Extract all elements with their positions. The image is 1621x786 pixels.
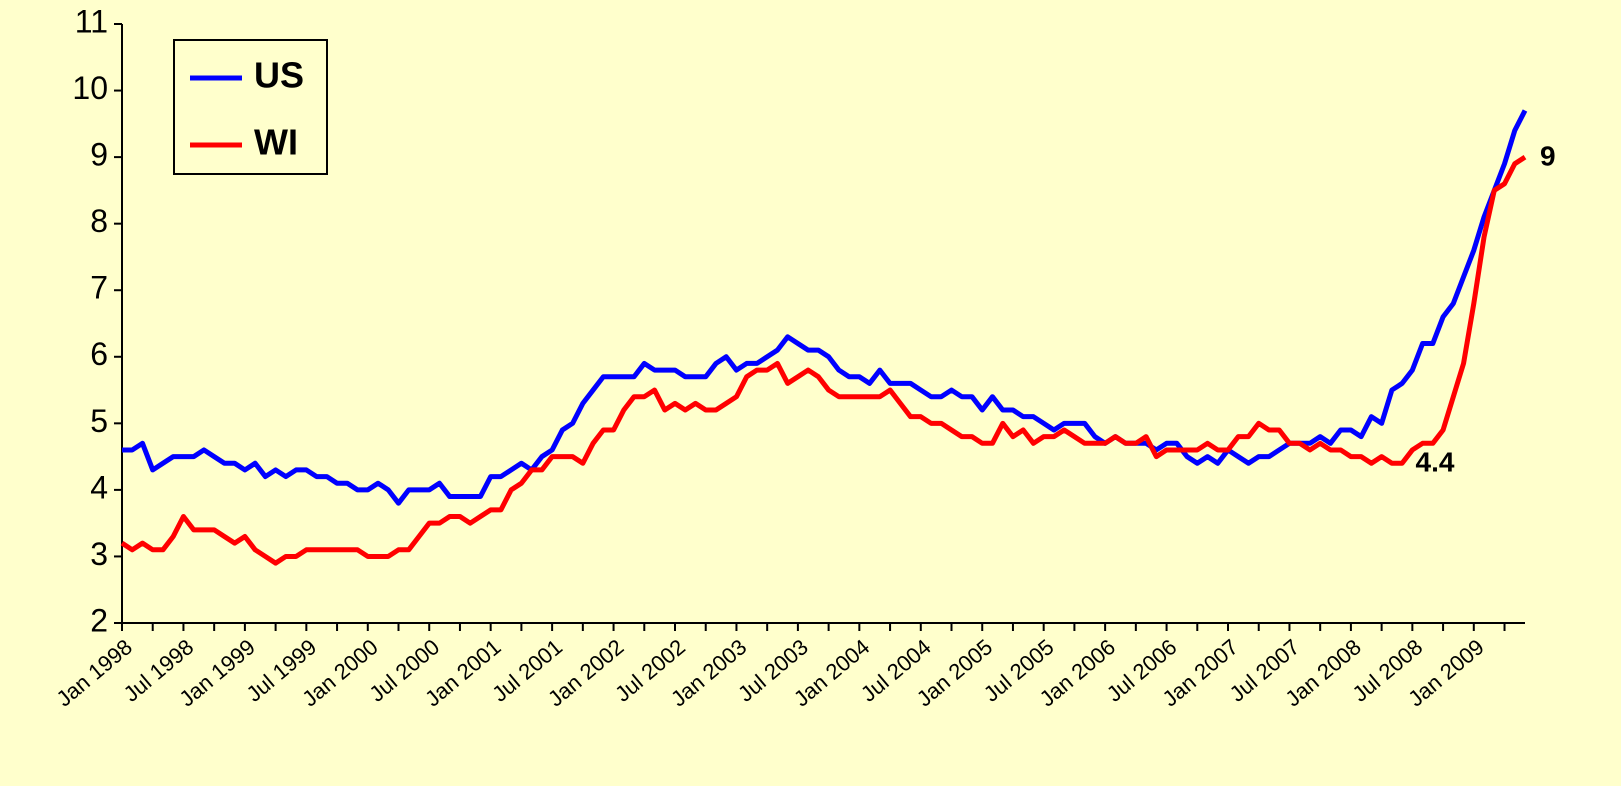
y-tick-label: 9 — [90, 137, 108, 173]
y-tick-label: 4 — [90, 469, 108, 505]
legend-box — [173, 39, 328, 175]
y-tick-label: 8 — [90, 203, 108, 239]
y-tick-label: 3 — [90, 536, 108, 572]
series-line — [120, 155, 1527, 566]
y-tick-label: 7 — [90, 270, 108, 306]
y-tick-label: 11 — [75, 3, 108, 39]
y-tick-label: 2 — [90, 602, 108, 638]
y-tick-label: 10 — [72, 70, 108, 106]
legend-label: WI — [254, 122, 298, 163]
annotation: 4.4 — [1416, 446, 1455, 477]
legend-label: US — [254, 55, 304, 96]
y-tick-label: 5 — [90, 403, 108, 439]
y-tick-label: 6 — [90, 336, 108, 372]
legend: US WI — [173, 39, 328, 175]
annotation: 9 — [1540, 140, 1556, 171]
